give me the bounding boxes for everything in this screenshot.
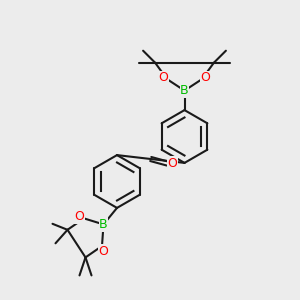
Text: O: O bbox=[99, 245, 108, 258]
Text: B: B bbox=[99, 218, 108, 231]
Text: O: O bbox=[168, 157, 178, 170]
Text: B: B bbox=[180, 84, 189, 97]
Text: O: O bbox=[201, 71, 210, 84]
Text: O: O bbox=[159, 71, 168, 84]
Text: O: O bbox=[75, 210, 84, 224]
